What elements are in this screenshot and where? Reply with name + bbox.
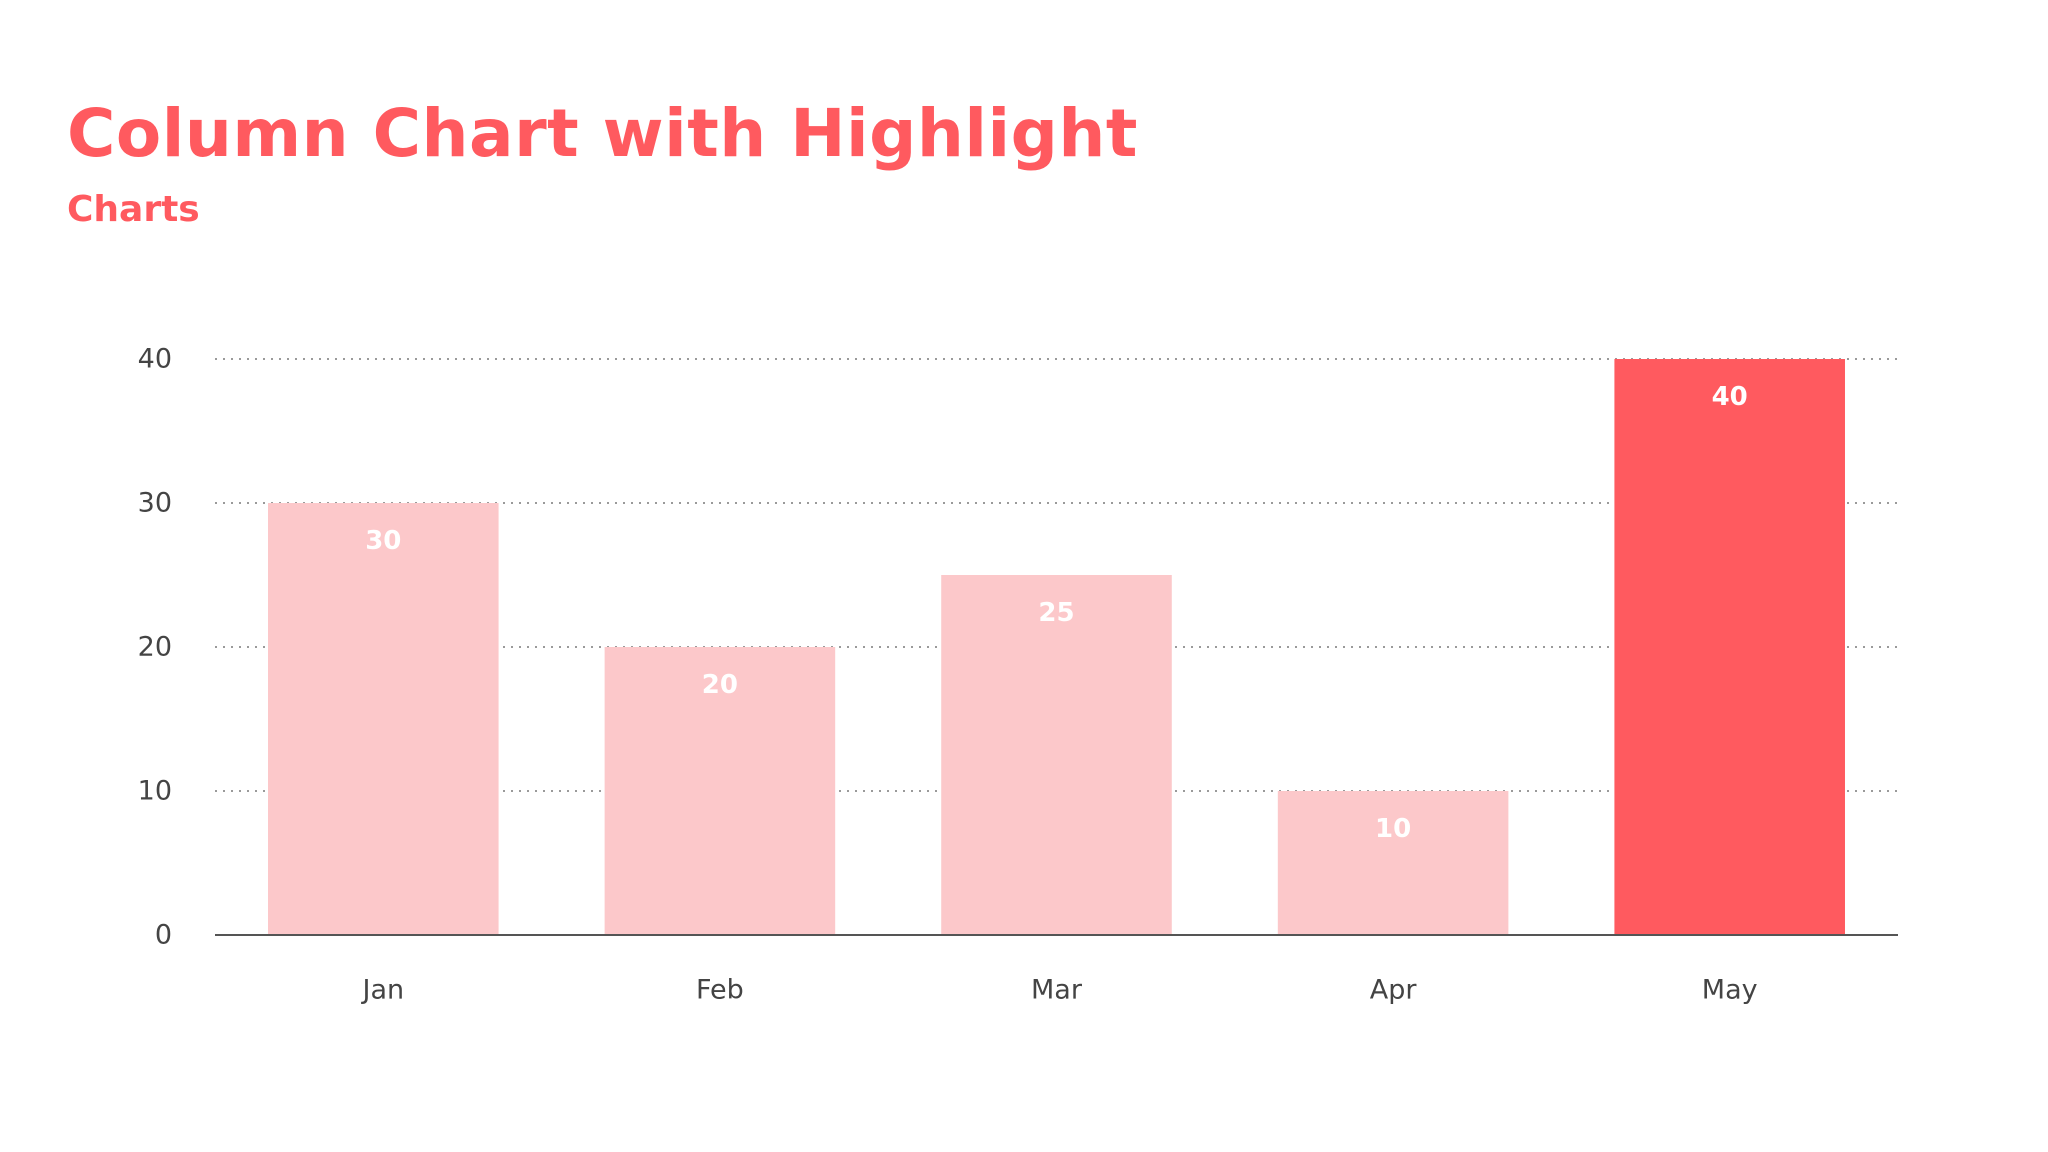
x-category-label: Jan bbox=[360, 975, 404, 1006]
data-label: 30 bbox=[365, 526, 401, 556]
y-tick-label: 20 bbox=[138, 632, 172, 663]
data-label: 10 bbox=[1375, 814, 1411, 844]
bar-apr bbox=[1277, 791, 1509, 935]
x-category-label: Mar bbox=[1031, 975, 1083, 1006]
bar-feb bbox=[604, 647, 836, 935]
y-tick-label: 10 bbox=[138, 776, 172, 807]
data-label: 25 bbox=[1038, 598, 1074, 628]
bar-jan bbox=[268, 503, 499, 935]
slide-title: Column Chart with Highlight bbox=[67, 95, 1138, 172]
axes: 0 10 20 30 40 Jan Feb Mar Apr May bbox=[138, 344, 1898, 1006]
data-label: 20 bbox=[702, 670, 738, 700]
bars bbox=[268, 359, 1845, 935]
x-category-label: May bbox=[1702, 975, 1758, 1006]
x-category-label: Feb bbox=[696, 975, 744, 1006]
bar-mar bbox=[941, 575, 1172, 935]
y-tick-label: 0 bbox=[155, 920, 172, 951]
slide-subtitle: Charts bbox=[67, 189, 200, 230]
y-tick-label: 30 bbox=[138, 488, 172, 519]
data-labels: 30 20 25 10 40 bbox=[365, 382, 1748, 844]
bar-may bbox=[1614, 359, 1845, 935]
data-label: 40 bbox=[1712, 382, 1748, 412]
y-tick-label: 40 bbox=[138, 344, 172, 375]
x-category-label: Apr bbox=[1370, 975, 1418, 1006]
